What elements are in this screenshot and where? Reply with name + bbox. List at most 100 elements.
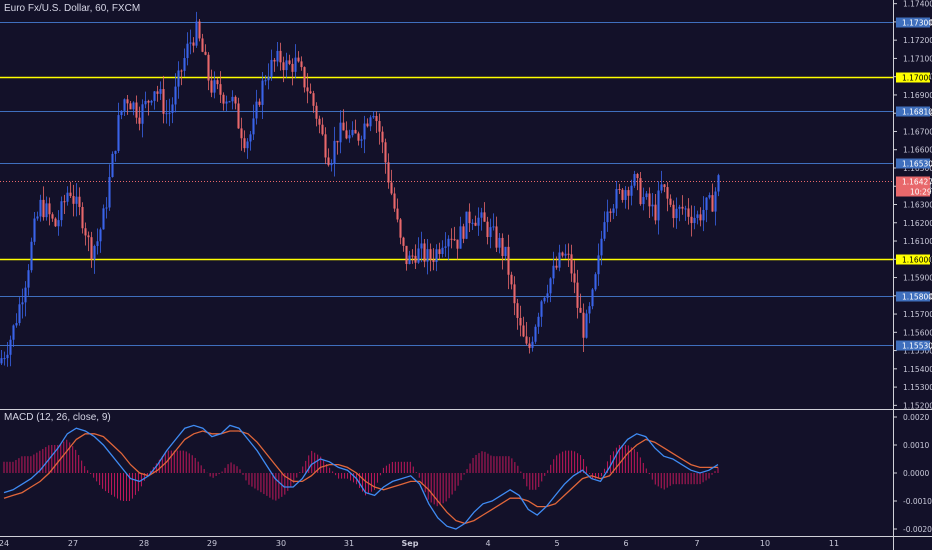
candle-up [642, 197, 645, 205]
candle-up [420, 243, 423, 249]
candle-down [663, 184, 666, 188]
candle-down [429, 249, 432, 260]
candle-down [438, 249, 441, 254]
candle-up [174, 86, 177, 105]
candle-down [207, 54, 210, 81]
candle-up [351, 129, 354, 136]
candle-down [42, 199, 45, 218]
candle-up [249, 134, 252, 142]
candle-up [186, 43, 189, 59]
candle-down [156, 91, 159, 94]
candle-down [81, 206, 84, 229]
candle-down [654, 204, 657, 221]
candle-up [75, 196, 78, 204]
candle-up [123, 99, 126, 111]
price-level-badge [896, 254, 930, 265]
candle-down [306, 87, 309, 92]
candle-down [300, 61, 303, 68]
candle-down [486, 221, 489, 238]
candle-up [633, 174, 636, 186]
candle-down [513, 284, 516, 304]
candle-down [510, 274, 513, 285]
candle-up [21, 302, 24, 305]
candle-up [588, 306, 591, 314]
candle-up [15, 323, 18, 326]
candle-down [528, 343, 531, 348]
candle-up [435, 249, 438, 262]
candle-up [99, 229, 102, 242]
candle-up [645, 193, 648, 198]
candle-up [372, 115, 375, 118]
price-tick-label: 1.17400 [903, 0, 932, 9]
price-level-badge [896, 17, 930, 28]
candle-down [672, 204, 675, 219]
candle-up [531, 341, 534, 348]
candle-down [222, 94, 225, 104]
candle-up [330, 163, 333, 166]
candle-up [120, 110, 123, 116]
current-price-badge [896, 176, 930, 197]
price-level-badge-label: 1.16000 [902, 256, 932, 265]
candle-down [423, 243, 426, 262]
time-tick-label: 28 [139, 539, 149, 548]
candle-down [282, 62, 285, 71]
candle-up [348, 135, 351, 139]
candle-up [111, 153, 114, 178]
candle-up [564, 253, 567, 256]
candle-up [624, 190, 627, 200]
candle-up [540, 301, 543, 317]
candle-down [525, 336, 528, 344]
candle-up [264, 80, 267, 82]
candle-up [630, 185, 633, 196]
candle-up [66, 192, 69, 202]
candle-down [639, 178, 642, 205]
candle-down [627, 190, 630, 196]
candle-down [258, 101, 261, 105]
candle-up [480, 212, 483, 218]
candle-up [360, 139, 363, 141]
candle-up [225, 101, 228, 104]
candle-up [717, 175, 720, 192]
macd-indicator [3, 424, 719, 530]
candle-down [312, 93, 315, 106]
candle-up [471, 222, 474, 224]
candle-up [594, 274, 597, 290]
candle-down [54, 218, 57, 227]
countdown-label: 10:29 [910, 188, 932, 197]
candle-down [366, 123, 369, 127]
candle-down [201, 38, 204, 52]
candle-up [339, 122, 342, 143]
candle-down [516, 303, 519, 318]
price-level-badge [896, 72, 930, 83]
candle-down [219, 84, 222, 95]
candle-up [702, 209, 705, 221]
candle-up [363, 123, 366, 140]
candle-down [411, 255, 414, 257]
candle-down [90, 237, 93, 260]
candle-up [132, 102, 135, 110]
price-level-badge [896, 340, 930, 351]
candle-up [696, 214, 699, 218]
candle-down [462, 226, 465, 239]
candle-up [657, 190, 660, 221]
candle-down [237, 103, 240, 129]
candle-down [567, 253, 570, 255]
candle-down [342, 122, 345, 131]
candle-down [69, 192, 72, 197]
candle-up [6, 354, 9, 359]
candle-down [648, 193, 651, 207]
candle-down [204, 51, 207, 55]
candle-down [291, 63, 294, 72]
candle-down [468, 211, 471, 224]
candle-up [498, 237, 501, 248]
candle-down [570, 254, 573, 274]
candle-down [387, 162, 390, 183]
macd-title: MACD (12, 26, close, 9) [4, 412, 111, 423]
candle-down [621, 189, 624, 200]
candle-up [417, 248, 420, 263]
price-tick-label: 1.15300 [903, 383, 932, 392]
candle-down [579, 307, 582, 313]
candle-down [138, 117, 141, 124]
